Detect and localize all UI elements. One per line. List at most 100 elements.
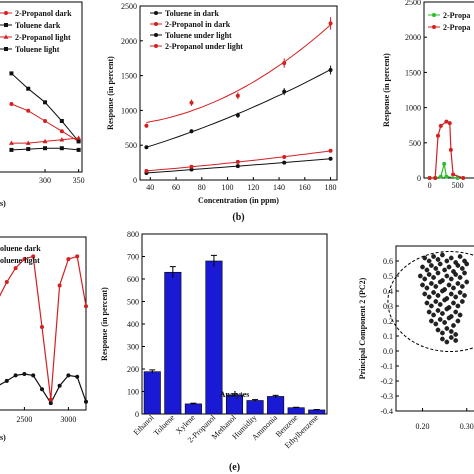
panel-a-point bbox=[42, 138, 48, 144]
panel-e-bar bbox=[267, 396, 285, 415]
panel-f-point bbox=[457, 290, 463, 295]
panel-f-point bbox=[459, 299, 465, 304]
panel-b-point bbox=[235, 164, 240, 169]
panel-b-point bbox=[282, 61, 287, 66]
panel-f-point bbox=[455, 263, 461, 268]
panel-f-point bbox=[457, 312, 463, 318]
panel-c-ytick-label: 2500 bbox=[405, 0, 421, 7]
panel-f-point bbox=[437, 317, 443, 322]
panel-e-ytick-label: 800 bbox=[127, 230, 139, 239]
panel-f-point bbox=[420, 264, 425, 270]
panel-a-point bbox=[59, 146, 64, 151]
panel-b-point bbox=[328, 156, 333, 161]
panel-f-ytick-label: 0.0 bbox=[383, 347, 393, 356]
panel-c-point bbox=[427, 176, 432, 180]
panel-b-point bbox=[189, 129, 194, 134]
panel-b-point bbox=[235, 113, 240, 118]
panel-e-xlabel: Analytes bbox=[220, 390, 250, 399]
panel-d-point bbox=[84, 304, 88, 309]
panel-f-point bbox=[455, 303, 461, 309]
panel-d-xtick-label: 2500 bbox=[16, 415, 32, 424]
panel-a-point bbox=[43, 119, 48, 123]
panel-f-point bbox=[455, 318, 461, 324]
panel-b-ylabel: Response (in percent) bbox=[106, 56, 115, 130]
panel-a-xtick-label: 300 bbox=[39, 176, 51, 185]
panel-e-bar bbox=[287, 407, 305, 415]
panel-f-point bbox=[435, 308, 441, 313]
panel-f-point bbox=[433, 284, 439, 289]
panel-b-ytick-label: 1500 bbox=[121, 72, 137, 81]
panel-f-point bbox=[457, 254, 463, 259]
panel-a-legend-item-label: 2-Propanol light bbox=[15, 33, 71, 42]
panel-f-point bbox=[422, 291, 428, 297]
panel-f-point bbox=[444, 258, 450, 264]
panel-b-point bbox=[282, 89, 287, 94]
panel-c-point bbox=[442, 161, 447, 166]
panel-c-point bbox=[461, 176, 466, 180]
panel-f-point bbox=[426, 294, 432, 300]
panel-b-xtick-label: 180 bbox=[325, 183, 337, 192]
panel-c-point bbox=[444, 119, 449, 124]
panel-e-ytick-label: 0 bbox=[135, 410, 139, 419]
panel-b-point bbox=[282, 160, 287, 165]
panel-f-ylabel: Principal Component 2 (PC2) bbox=[358, 277, 367, 379]
panel-c-point bbox=[436, 133, 440, 138]
panel-f-point bbox=[444, 306, 450, 312]
panel-b-point bbox=[328, 148, 333, 153]
panel-e-ylabel: Response (in percent) bbox=[100, 287, 109, 361]
panel-d-xlabel: s) bbox=[0, 433, 6, 442]
panel-d-frame bbox=[0, 236, 87, 411]
panel-f-ytick-label: 0.2 bbox=[383, 317, 393, 326]
panel-b-ytick-label: 2500 bbox=[121, 2, 137, 11]
panel-c-legend-item-marker bbox=[432, 25, 436, 29]
panel-d-point bbox=[66, 373, 71, 378]
panel-c-ytick-label: 2000 bbox=[405, 33, 421, 42]
panel-f-point bbox=[437, 302, 443, 307]
panel-d-point bbox=[57, 283, 62, 288]
panel-f-point bbox=[440, 252, 445, 258]
panel-a-point bbox=[43, 146, 48, 151]
panel-f-point bbox=[442, 297, 447, 303]
panel-f-ytick-label: -0.1 bbox=[380, 362, 393, 371]
panel-f-point bbox=[424, 267, 430, 273]
panel-b-xtick-label: 100 bbox=[222, 183, 234, 192]
panel-f-point bbox=[446, 264, 452, 270]
panel-c-point bbox=[438, 174, 443, 179]
panel-d-point bbox=[66, 257, 71, 262]
panel-a-point bbox=[25, 140, 31, 145]
panel-a-legend-item-marker bbox=[4, 23, 8, 27]
panel-c-legend-item-label: 2-Propa bbox=[443, 23, 470, 32]
panel-f-point bbox=[417, 273, 423, 279]
panel-c-point bbox=[448, 147, 453, 152]
panel-f-ytick-label: 0.4 bbox=[383, 287, 393, 296]
panel-d-point bbox=[48, 397, 53, 402]
panel-a-xlabel: s) bbox=[0, 199, 6, 208]
panel-f-point bbox=[429, 263, 434, 268]
panel-f-point bbox=[429, 303, 434, 309]
panel-b-point bbox=[189, 100, 194, 105]
panel-f-point bbox=[435, 293, 441, 298]
panel-b-point bbox=[235, 93, 240, 98]
panel-d-point bbox=[13, 266, 18, 271]
panel-c-ylabel: Response (in percent) bbox=[382, 53, 391, 127]
panel-b-label: (b) bbox=[232, 212, 244, 223]
panel-e-bar bbox=[246, 400, 264, 415]
panel-f-point bbox=[435, 327, 441, 333]
panel-f-point bbox=[429, 318, 434, 324]
panel-b-xlabel: Concentration (in ppm) bbox=[198, 196, 279, 205]
panel-a-point bbox=[43, 100, 48, 105]
panel-f-point bbox=[457, 275, 463, 280]
panel-f-point bbox=[440, 311, 445, 316]
panel-b-ytick-label: 0 bbox=[133, 176, 137, 185]
panel-f-point bbox=[426, 272, 432, 277]
panel-f-point bbox=[451, 323, 456, 328]
panel-a-series-line bbox=[11, 73, 79, 142]
panel-f-point bbox=[446, 282, 452, 288]
panel-a-point bbox=[9, 147, 14, 152]
panel-e-ytick-label: 400 bbox=[127, 320, 139, 329]
panel-f-point bbox=[440, 330, 445, 336]
panel-f-point bbox=[433, 266, 439, 271]
panel-f-point bbox=[453, 332, 459, 337]
panel-d-point bbox=[22, 372, 27, 377]
